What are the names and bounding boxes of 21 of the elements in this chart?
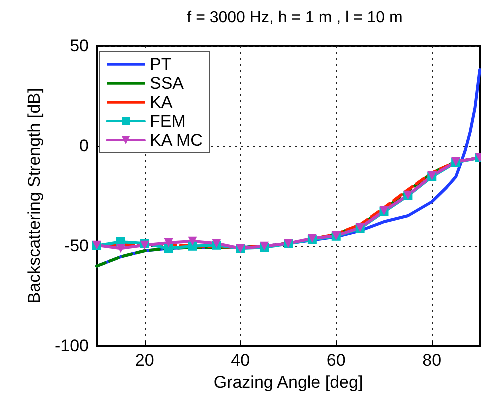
point (164, 238, 174, 248)
y-tick-label: 0 (80, 136, 89, 156)
point (188, 236, 198, 246)
point (188, 242, 198, 251)
x-tick-label: 80 (422, 351, 442, 370)
x-tick-label: 40 (231, 351, 250, 370)
x-tick-label: 20 (135, 351, 154, 370)
x-tick-label: 60 (326, 351, 346, 370)
legend-label: FEM (150, 112, 186, 131)
legend-label: KA (150, 93, 174, 112)
legend-label: SSA (150, 74, 185, 93)
point (164, 244, 174, 254)
chart-title: f = 3000 Hz, h = 1 m , l = 10 m (187, 10, 403, 26)
y-tick-label: -100 (54, 336, 89, 356)
y-axis-title: Backscattering Strength [dB] (25, 88, 44, 304)
legend-label: KA MC (150, 131, 203, 150)
x-axis-title: Grazing Angle [deg] (214, 372, 364, 392)
y-tick-label: -50 (64, 236, 89, 256)
legend-label: PT (150, 55, 172, 74)
point (116, 244, 126, 254)
y-tick-label: 50 (70, 36, 89, 56)
